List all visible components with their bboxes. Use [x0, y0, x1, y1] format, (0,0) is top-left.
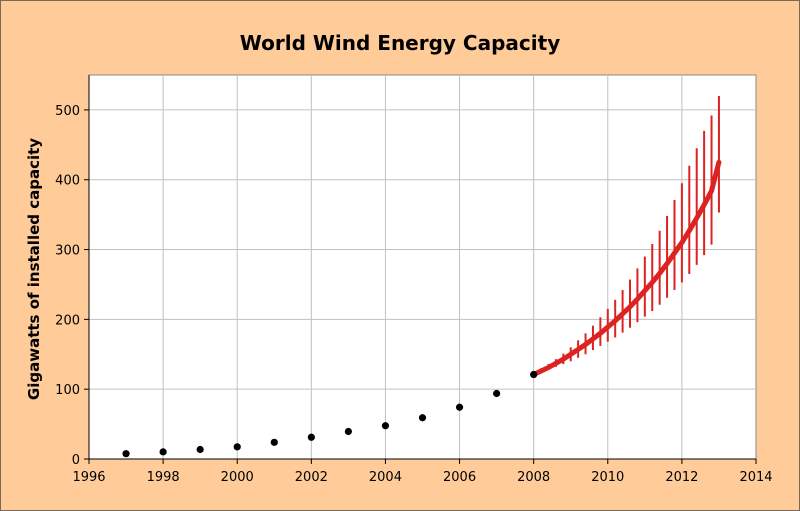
- x-tick-label: 2010: [591, 470, 624, 485]
- data-point: [455, 403, 464, 411]
- y-tick-label: 400: [55, 174, 80, 189]
- data-point: [233, 443, 241, 451]
- data-point: [344, 427, 352, 436]
- x-tick-label: 2008: [517, 470, 550, 485]
- data-point: [122, 450, 130, 458]
- data-point: [196, 445, 204, 454]
- y-tick-label: 100: [55, 383, 80, 398]
- y-tick-label: 300: [55, 244, 80, 259]
- x-tick-label: 2014: [739, 470, 772, 485]
- plot-area: 1996 1998 2000 2002 2004 2006 2008 2010 2012 2014…: [55, 74, 773, 485]
- x-tick-label: 1996: [72, 470, 105, 485]
- y-tick-label: 200: [55, 313, 80, 328]
- data-point: [381, 422, 390, 430]
- x-tick-label: 2002: [295, 470, 328, 485]
- x-tick-label: 2012: [665, 470, 698, 485]
- x-tick-label: 1998: [147, 470, 180, 485]
- x-tick-label: 2000: [221, 470, 254, 485]
- data-point: [418, 414, 427, 422]
- data-point: [493, 389, 501, 398]
- chart-title: World Wind Energy Capacity: [240, 31, 560, 55]
- data-point: [307, 433, 315, 441]
- data-point: [530, 370, 538, 379]
- x-tick-label: 2006: [443, 470, 476, 485]
- y-tick-label: 0: [72, 453, 80, 468]
- data-point: [159, 448, 167, 456]
- data-point: [270, 438, 278, 446]
- y-axis-label: Gigawatts of installed capacity: [25, 138, 43, 400]
- projection-line: [531, 159, 722, 377]
- plot-background: [88, 74, 757, 460]
- y-tick-label: 500: [55, 104, 80, 119]
- x-tick-label: 2004: [369, 470, 402, 485]
